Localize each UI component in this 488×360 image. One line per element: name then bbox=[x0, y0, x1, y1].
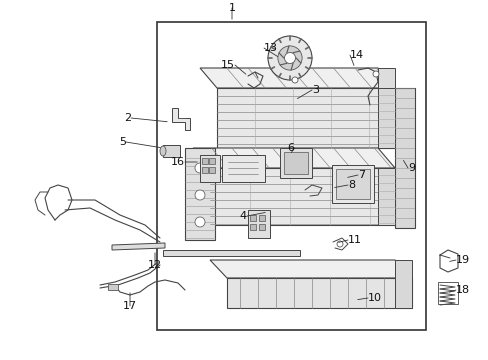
Circle shape bbox=[267, 36, 311, 80]
Bar bbox=[202, 158, 207, 164]
Text: 11: 11 bbox=[347, 235, 361, 245]
Text: 19: 19 bbox=[455, 255, 469, 265]
Circle shape bbox=[336, 241, 342, 247]
Bar bbox=[259, 215, 264, 221]
Polygon shape bbox=[377, 88, 394, 148]
Text: 9: 9 bbox=[407, 163, 414, 173]
Bar bbox=[284, 152, 307, 174]
Polygon shape bbox=[193, 148, 394, 168]
Circle shape bbox=[195, 217, 204, 227]
Polygon shape bbox=[172, 108, 190, 130]
Polygon shape bbox=[217, 88, 394, 148]
Text: 2: 2 bbox=[123, 113, 131, 123]
Polygon shape bbox=[184, 148, 215, 240]
Polygon shape bbox=[377, 68, 394, 88]
Text: 8: 8 bbox=[347, 180, 354, 190]
Polygon shape bbox=[394, 260, 411, 308]
Text: 3: 3 bbox=[311, 85, 318, 95]
Text: 14: 14 bbox=[349, 50, 364, 60]
Polygon shape bbox=[222, 155, 264, 182]
Ellipse shape bbox=[160, 146, 165, 156]
Polygon shape bbox=[209, 260, 411, 278]
Polygon shape bbox=[247, 210, 269, 238]
Polygon shape bbox=[226, 278, 411, 308]
Text: 1: 1 bbox=[228, 3, 235, 13]
Bar bbox=[157, 22, 425, 330]
Bar bbox=[208, 158, 215, 164]
Polygon shape bbox=[163, 250, 299, 256]
Text: 12: 12 bbox=[148, 260, 162, 270]
Bar bbox=[331, 165, 373, 203]
Text: 5: 5 bbox=[119, 137, 126, 147]
Polygon shape bbox=[200, 155, 220, 182]
Text: 10: 10 bbox=[367, 293, 381, 303]
Bar bbox=[249, 215, 256, 221]
Bar bbox=[259, 224, 264, 230]
Bar bbox=[437, 282, 457, 304]
Bar bbox=[335, 169, 369, 199]
Bar bbox=[249, 224, 256, 230]
Bar bbox=[280, 148, 311, 178]
Circle shape bbox=[291, 77, 297, 83]
Text: 18: 18 bbox=[455, 285, 469, 295]
Bar bbox=[202, 167, 207, 173]
Polygon shape bbox=[163, 145, 180, 157]
Polygon shape bbox=[200, 68, 394, 88]
Polygon shape bbox=[377, 168, 394, 225]
Text: 17: 17 bbox=[122, 301, 137, 311]
Bar bbox=[208, 167, 215, 173]
Text: 4: 4 bbox=[240, 211, 246, 221]
Circle shape bbox=[284, 53, 295, 63]
Polygon shape bbox=[112, 243, 164, 250]
Circle shape bbox=[195, 190, 204, 200]
Text: 16: 16 bbox=[171, 157, 184, 167]
Text: 6: 6 bbox=[286, 143, 293, 153]
Bar bbox=[108, 284, 118, 290]
Polygon shape bbox=[209, 168, 394, 225]
Circle shape bbox=[277, 46, 302, 70]
Text: 15: 15 bbox=[221, 60, 235, 70]
Text: 7: 7 bbox=[357, 170, 365, 180]
Polygon shape bbox=[394, 88, 414, 228]
Circle shape bbox=[195, 163, 204, 173]
Text: 13: 13 bbox=[264, 43, 278, 53]
Circle shape bbox=[372, 71, 378, 77]
